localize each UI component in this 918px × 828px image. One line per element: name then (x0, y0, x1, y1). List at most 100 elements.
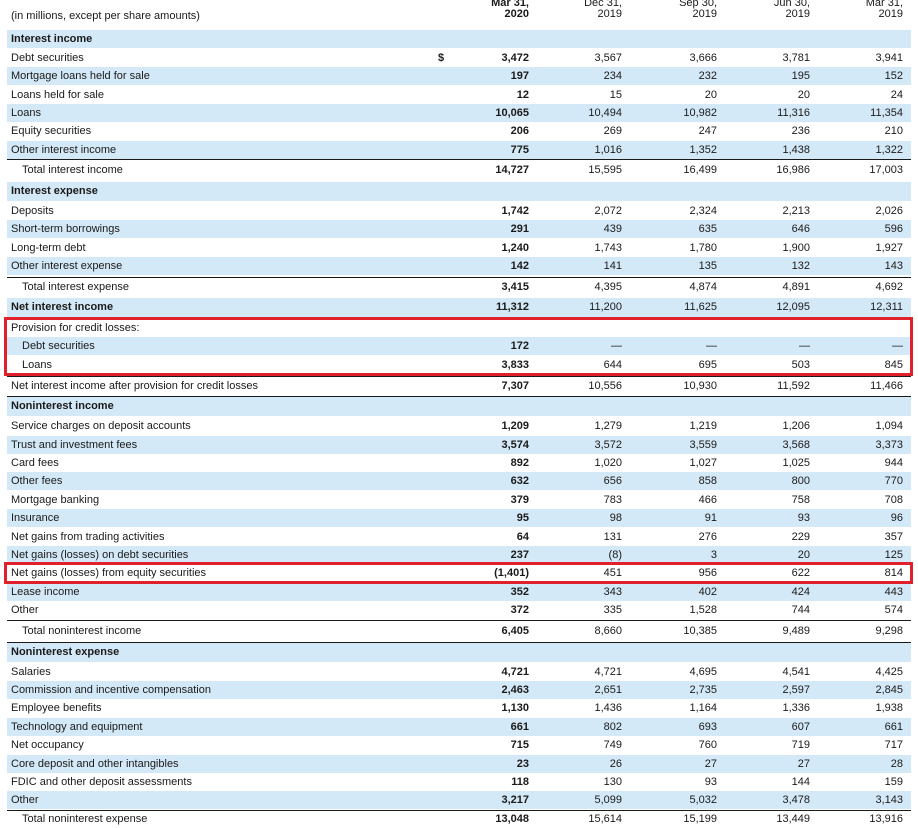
row-label: Total interest expense (22, 281, 130, 293)
value-cell: 16,499 (683, 164, 717, 176)
value-cell: 3,567 (594, 52, 622, 64)
value-cell: 2,324 (689, 205, 717, 217)
value-cell: 27 (797, 758, 810, 770)
column-header-line1: Dec 31, (584, 0, 622, 9)
row-label: Technology and equipment (11, 721, 143, 733)
row-label: Mortgage banking (11, 494, 100, 506)
value-cell: 14,727 (495, 164, 529, 176)
value-cell: 800 (791, 475, 810, 487)
value-cell: 236 (791, 125, 810, 137)
value-cell: 379 (510, 494, 529, 506)
value-cell: 3,217 (501, 794, 529, 806)
column-header-line1: Sep 30, (679, 0, 717, 9)
value-cell: 3,559 (689, 439, 717, 451)
value-cell: 98 (609, 512, 622, 524)
value-cell: 27 (704, 758, 717, 770)
row-label: Insurance (11, 512, 60, 524)
value-cell: 143 (884, 260, 903, 272)
value-cell: 276 (698, 531, 717, 543)
value-cell: 4,874 (689, 281, 717, 293)
value-cell: 424 (791, 586, 810, 598)
value-cell: 1,780 (689, 242, 717, 254)
row-label: Lease income (11, 586, 80, 598)
value-cell: 229 (791, 531, 810, 543)
table-row: Other 372 335 1,528 744 574 (7, 601, 911, 619)
value-cell: 1,742 (501, 205, 529, 217)
value-cell: 10,556 (588, 380, 622, 392)
value-cell: 343 (603, 586, 622, 598)
row-label: Other interest income (11, 144, 117, 156)
value-cell: 4,695 (689, 666, 717, 678)
value-cell: 4,721 (501, 666, 529, 678)
value-cell: 13,916 (869, 813, 903, 825)
column-header-line1: Jun 30, (773, 0, 810, 9)
value-cell: 1,438 (782, 144, 810, 156)
column-header: Jun 30, 2019 (730, 0, 810, 20)
value-cell: 1,130 (501, 702, 529, 714)
row-label: Net interest income (11, 301, 114, 313)
value-cell: 24 (890, 89, 903, 101)
value-cell: (1,401) (494, 567, 529, 579)
value-cell: 144 (791, 776, 810, 788)
row-label: Service charges on deposit accounts (11, 420, 191, 432)
value-cell: 466 (698, 494, 717, 506)
row-label: Loans (11, 107, 41, 119)
value-cell: 1,743 (594, 242, 622, 254)
value-cell: 4,721 (594, 666, 622, 678)
value-cell: 632 (510, 475, 529, 487)
table-row: Service charges on deposit accounts 1,209… (7, 417, 911, 435)
value-cell: 695 (698, 359, 717, 371)
value-cell: 1,020 (594, 457, 622, 469)
value-cell: 503 (791, 359, 810, 371)
value-cell: 269 (603, 125, 622, 137)
value-cell: — (892, 340, 903, 352)
value-cell: 760 (698, 739, 717, 751)
table-row: Commission and incentive compensation 2,4… (7, 681, 911, 699)
value-cell: 135 (698, 260, 717, 272)
table-row: Salaries 4,721 4,721 4,695 4,541 4,425 (7, 663, 911, 681)
section-header-row: Noninterest income (7, 397, 911, 416)
value-cell: 206 (510, 125, 529, 137)
table-row: Card fees 892 1,020 1,027 1,025 944 (7, 454, 911, 472)
value-cell: 152 (884, 70, 903, 82)
value-cell: 814 (884, 567, 903, 579)
value-cell: 3,666 (689, 52, 717, 64)
value-cell: 596 (884, 223, 903, 235)
column-header-year: 2019 (597, 8, 622, 20)
value-cell: 719 (791, 739, 810, 751)
row-label: Deposits (11, 205, 54, 217)
value-cell: 12,311 (870, 301, 903, 313)
value-cell: 372 (510, 604, 529, 616)
value-cell: 11,312 (495, 301, 529, 313)
value-cell: 20 (797, 89, 810, 101)
value-cell: 451 (603, 567, 622, 579)
value-cell: 10,930 (683, 380, 717, 392)
table-caption: (in millions, except per share amounts) (11, 10, 200, 22)
value-cell: 4,692 (875, 281, 903, 293)
value-cell: 1,209 (501, 420, 529, 432)
value-cell: 95 (516, 512, 529, 524)
row-label: Other (11, 794, 39, 806)
table-row: Deposits 1,742 2,072 2,324 2,213 2,026 (7, 202, 911, 220)
value-cell: 91 (704, 512, 717, 524)
section-header-row: Noninterest expense (7, 643, 911, 662)
value-cell: 132 (791, 260, 810, 272)
row-label: Debt securities (22, 340, 95, 352)
value-cell: 892 (510, 457, 529, 469)
row-label: Trust and investment fees (11, 439, 138, 451)
value-cell: 5,032 (689, 794, 717, 806)
value-cell: 758 (791, 494, 810, 506)
value-cell: 775 (510, 144, 529, 156)
table-row: Lease income 352 343 402 424 443 (7, 583, 911, 601)
value-cell: — (706, 340, 717, 352)
value-cell: 335 (603, 604, 622, 616)
row-label: Loans (22, 359, 52, 371)
table-row: Net gains from trading activities 64 131 27… (7, 528, 911, 546)
value-cell: 125 (884, 549, 903, 561)
value-cell: 1,027 (689, 457, 717, 469)
value-cell: 15,595 (588, 164, 622, 176)
table-row: Net interest income after provision for … (7, 376, 911, 397)
row-label: Net gains (losses) from equity securitie… (11, 567, 207, 579)
table-row: Net interest income 11,312 11,200 11,625 12,… (7, 298, 911, 318)
